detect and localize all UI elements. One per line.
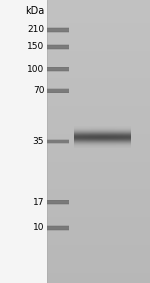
Bar xyxy=(47,139,69,140)
Bar xyxy=(47,48,69,50)
Text: 210: 210 xyxy=(27,25,44,34)
Text: 17: 17 xyxy=(33,198,44,207)
Bar xyxy=(47,225,69,227)
Bar xyxy=(47,92,69,93)
Bar xyxy=(47,200,69,201)
Bar xyxy=(47,143,69,144)
Bar xyxy=(47,226,69,230)
Bar xyxy=(47,70,69,72)
Bar xyxy=(47,203,69,205)
Bar xyxy=(47,27,69,29)
Bar xyxy=(47,28,69,32)
Text: 150: 150 xyxy=(27,42,44,51)
Bar xyxy=(47,89,69,93)
Bar xyxy=(47,200,69,204)
Bar xyxy=(0,0,46,283)
Bar xyxy=(47,31,69,33)
Bar xyxy=(47,44,69,46)
Text: 100: 100 xyxy=(27,65,44,74)
Text: 35: 35 xyxy=(33,137,44,146)
Bar xyxy=(47,88,69,89)
Text: 70: 70 xyxy=(33,86,44,95)
Text: 10: 10 xyxy=(33,223,44,232)
Bar xyxy=(47,229,69,231)
Bar xyxy=(47,140,69,143)
Bar xyxy=(47,67,69,71)
Bar xyxy=(47,45,69,49)
Bar xyxy=(47,67,69,68)
Text: kDa: kDa xyxy=(25,6,44,16)
